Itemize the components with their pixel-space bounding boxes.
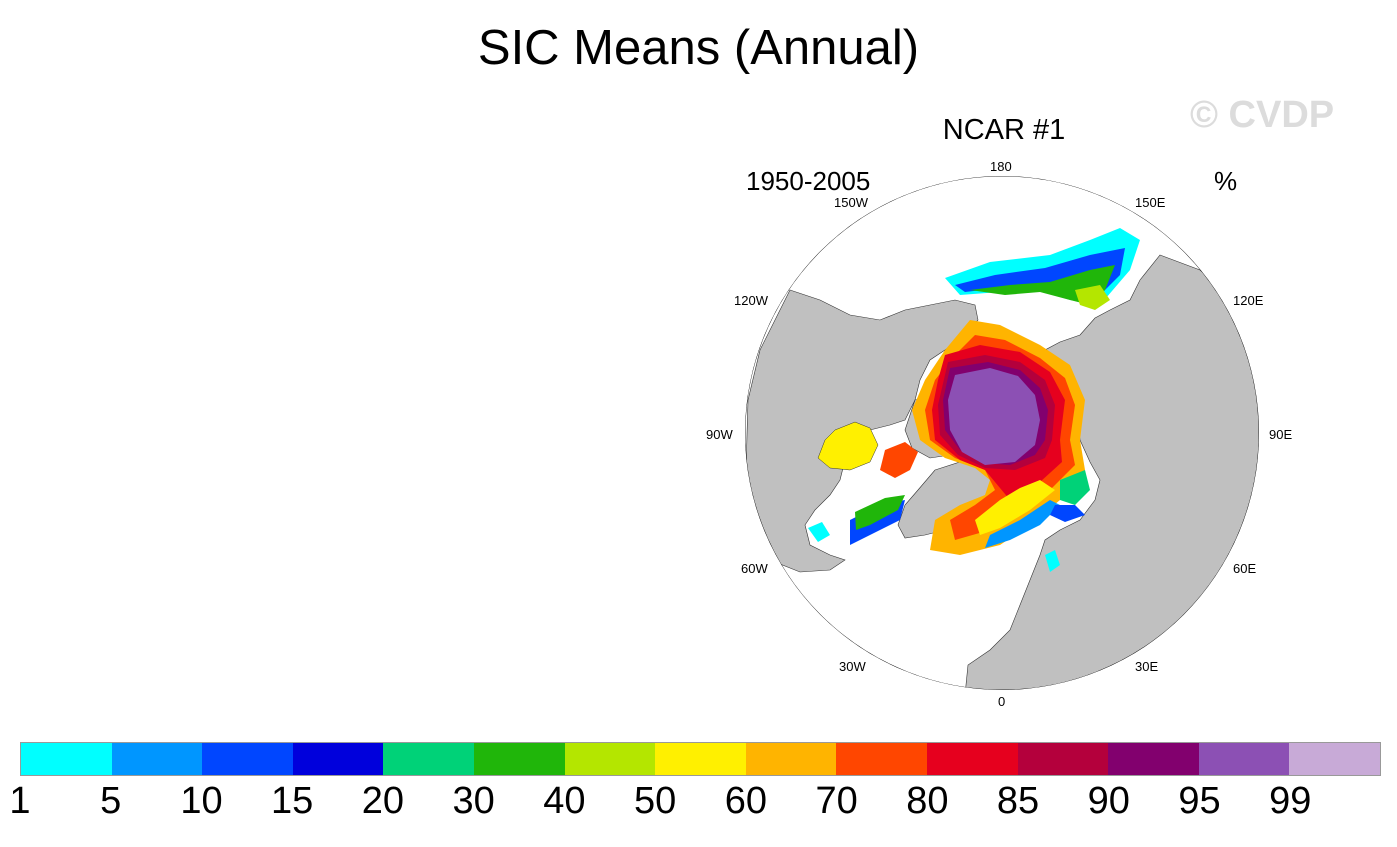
colorbar-tick-label: 1 — [9, 780, 31, 822]
east-greenland-ice-blue — [985, 500, 1060, 548]
colorbar-swatch — [564, 743, 656, 775]
colorbar — [20, 742, 1381, 776]
lon-label-90e: 90E — [1269, 427, 1293, 442]
arctic-ice-core — [948, 368, 1040, 465]
colorbar-swatch — [111, 743, 203, 775]
colorbar-swatch — [655, 743, 746, 775]
baltic-ice — [1045, 550, 1060, 572]
colorbar-tick-label: 85 — [996, 780, 1040, 822]
baffin-ice — [880, 442, 918, 478]
colorbar-swatch — [1108, 743, 1199, 775]
colorbar-tick-label: 70 — [815, 780, 858, 822]
polar-map — [745, 176, 1259, 690]
colorbar-swatch — [745, 743, 837, 775]
colorbar-swatch — [1198, 743, 1290, 775]
colorbar-tick-label: 30 — [452, 780, 495, 822]
figure-title: SIC Means (Annual) — [477, 21, 920, 75]
colorbar-swatch — [292, 743, 384, 775]
lon-label-60e: 60E — [1233, 561, 1257, 576]
units-label: % — [1214, 166, 1238, 196]
colorbar-tick-label: 20 — [361, 780, 405, 822]
lon-label-180: 180 — [990, 159, 1012, 174]
lon-label-150e: 150E — [1135, 195, 1166, 210]
colorbar-swatch — [1017, 743, 1109, 775]
colorbar-tick-label: 90 — [1087, 780, 1130, 822]
colorbar-swatch — [383, 743, 474, 775]
colorbar-swatch — [836, 743, 927, 775]
colorbar-swatch — [926, 743, 1018, 775]
lon-label-30e: 30E — [1135, 659, 1159, 674]
east-greenland-ice — [975, 480, 1055, 535]
lon-label-30w: 30W — [839, 659, 866, 674]
colorbar-tick-label: 50 — [633, 780, 677, 822]
lon-label-120e: 120E — [1233, 293, 1264, 308]
colorbar-tick-label: 15 — [271, 780, 314, 822]
panel-title: NCAR #1 — [942, 114, 1066, 146]
colorbar-tick-label: 99 — [1269, 780, 1312, 822]
hudson-bay-ice — [817, 421, 879, 471]
lon-label-90w: 90W — [706, 427, 733, 442]
colorbar-swatch — [21, 743, 112, 775]
colorbar-tick-label: 10 — [180, 780, 223, 822]
colorbar-tick-label: 60 — [724, 780, 767, 822]
colorbar-tick-label: 80 — [906, 780, 949, 822]
colorbar-swatch — [473, 743, 565, 775]
colorbar-tick-label: 40 — [543, 780, 586, 822]
colorbar-swatch — [1289, 743, 1380, 775]
colorbar-tick-label: 5 — [100, 780, 122, 822]
barents-ice-blue — [1050, 505, 1085, 522]
cvdp-watermark: © CVDP — [1190, 94, 1335, 136]
lon-label-150w: 150W — [834, 195, 868, 210]
colorbar-tick-label: 95 — [1178, 780, 1221, 822]
period-label: 1950-2005 — [746, 166, 871, 196]
stlawrence-ice — [808, 522, 830, 542]
lon-label-0: 0 — [998, 694, 1006, 709]
lon-label-60w: 60W — [741, 561, 768, 576]
okhotsk-ice-core — [1075, 285, 1110, 310]
labrador-ice-green — [855, 495, 905, 530]
colorbar-swatch — [202, 743, 293, 775]
barents-ice-edge — [1060, 470, 1090, 505]
lon-label-120w: 120W — [734, 293, 768, 308]
colorbar-labels: 1 5 10 15 20 30 40 50 60 70 80 85 90 95 99 — [0, 780, 1397, 830]
